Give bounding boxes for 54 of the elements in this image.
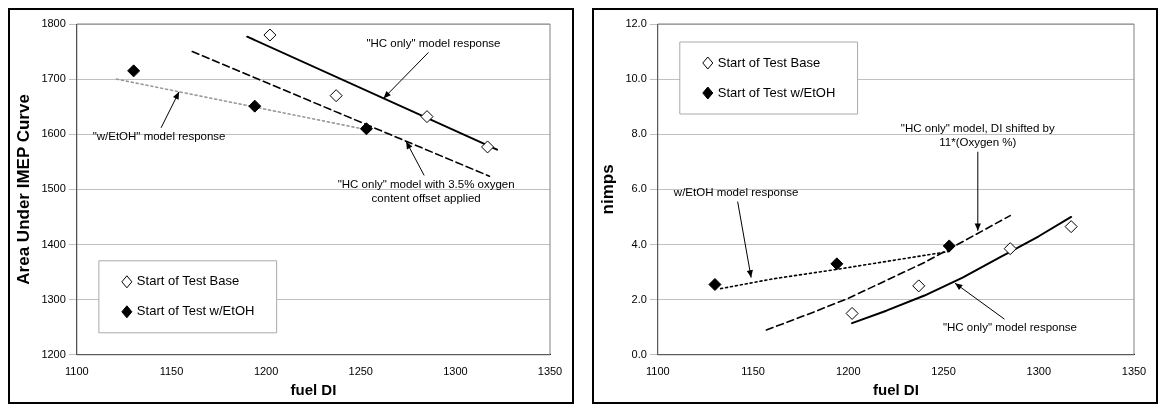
annotation: w/EtOH model response [672,185,799,198]
y-tick-label: 10.0 [625,72,647,85]
legend-label: Start of Test w/EtOH [136,303,255,319]
point [329,89,343,103]
point [127,64,141,78]
x-tick-label: 1350 [1121,365,1147,378]
y-axis-title: nimps [597,164,617,215]
x-tick-label: 1250 [348,365,373,378]
y-tick-label: 1800 [41,17,66,30]
point [1064,220,1078,234]
annotation: "HC only" model with 3.5% oxygen content offset applied [337,177,515,204]
x-axis-title: fuel DI [290,381,337,399]
y-tick-label: 1300 [41,292,66,305]
point [420,110,434,124]
y-tick-label: 12.0 [625,17,647,30]
point [708,278,722,292]
point [912,279,926,293]
y-tick-label: 1500 [41,182,66,195]
x-axis-title: fuel DI [872,381,919,399]
y-tick-label: 8.0 [631,127,647,140]
x-tick-label: 1200 [253,365,279,378]
legend-label: Start of Test Base [136,273,240,289]
x-tick-label: 1150 [159,365,184,378]
annotation: "HC only" model, DI shifted by 11*(Oxygen %) [900,121,1055,148]
x-tick-label: 1100 [645,365,670,378]
point [830,257,844,271]
y-tick-label: 1600 [41,127,66,140]
point [942,239,956,253]
y-axis-title: Area Under IMEP Curve [13,94,33,285]
x-tick-label: 1300 [443,365,468,378]
point [1003,242,1017,256]
x-tick-label: 1100 [65,365,89,378]
y-tick-label: 1700 [41,72,66,85]
y-tick-label: 2.0 [631,292,647,305]
point [845,306,859,320]
x-tick-label: 1250 [931,365,956,378]
y-tick-label: 1200 [41,347,66,360]
x-tick-label: 1150 [741,365,765,378]
annotation: "w/EtOH" model response [92,129,226,142]
annotation: "HC only" model response [366,36,501,49]
y-tick-label: 1400 [41,237,66,250]
legend-label: Start of Test w/EtOH [717,84,836,100]
annotation: "HC only" model response [942,321,1077,334]
y-tick-label: 6.0 [631,182,647,195]
point [248,99,262,113]
point [263,28,277,42]
x-tick-label: 1350 [537,365,563,378]
point [481,140,495,154]
y-tick-label: 0.0 [631,347,647,360]
y-tick-label: 4.0 [631,237,647,250]
legend-label: Start of Test Base [717,54,821,70]
point [359,122,373,136]
x-tick-label: 1300 [1026,365,1051,378]
x-tick-label: 1200 [836,365,861,378]
